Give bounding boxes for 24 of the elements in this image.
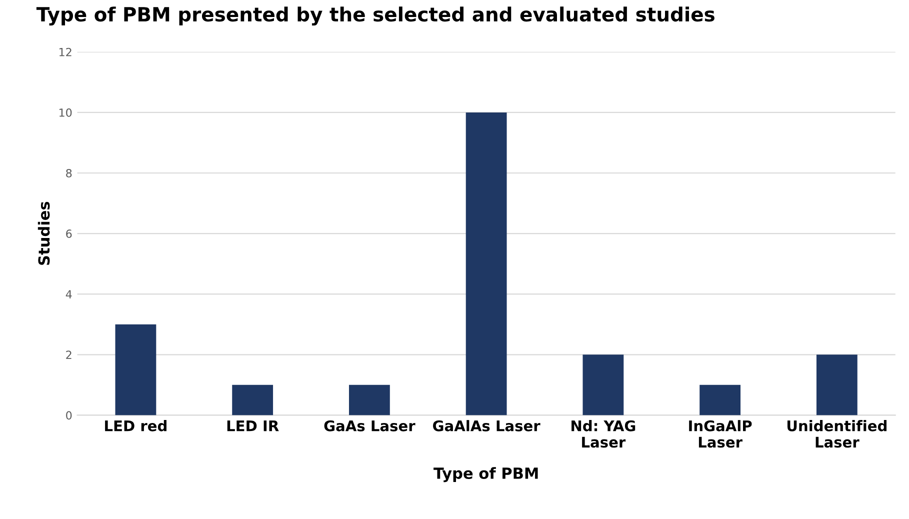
- y-axis-title: Studies: [38, 202, 50, 265]
- y-tick-label: 4: [66, 290, 72, 298]
- bar: [582, 354, 624, 416]
- x-tick-label: Unidentified Laser: [787, 420, 886, 448]
- x-tick-label: LED IR: [227, 420, 279, 432]
- y-tick-label: 10: [59, 108, 72, 117]
- y-tick-label: 8: [66, 168, 72, 178]
- bar: [700, 384, 741, 416]
- bar: [466, 112, 507, 416]
- y-tick-label: 12: [59, 48, 72, 56]
- y-tick-label: 0: [66, 411, 72, 420]
- x-axis-title: Type of PBM: [434, 467, 538, 482]
- bar: [348, 384, 390, 416]
- bar: [115, 324, 156, 416]
- x-tick-label: GaAlAs Laser: [433, 420, 540, 432]
- y-tick-label: 2: [66, 350, 72, 359]
- chart-title: Type of PBM presented by the selected and evaluated studies: [36, 6, 714, 26]
- y-tick-label: 6: [66, 230, 72, 238]
- x-tick-label: GaAs Laser: [324, 420, 416, 432]
- bar: [232, 384, 274, 416]
- x-tick-label: Nd: YAG Laser: [572, 420, 636, 448]
- x-tick-label: InGaAlP Laser: [689, 420, 752, 448]
- bar: [816, 354, 858, 416]
- x-tick-label: LED red: [105, 420, 166, 432]
